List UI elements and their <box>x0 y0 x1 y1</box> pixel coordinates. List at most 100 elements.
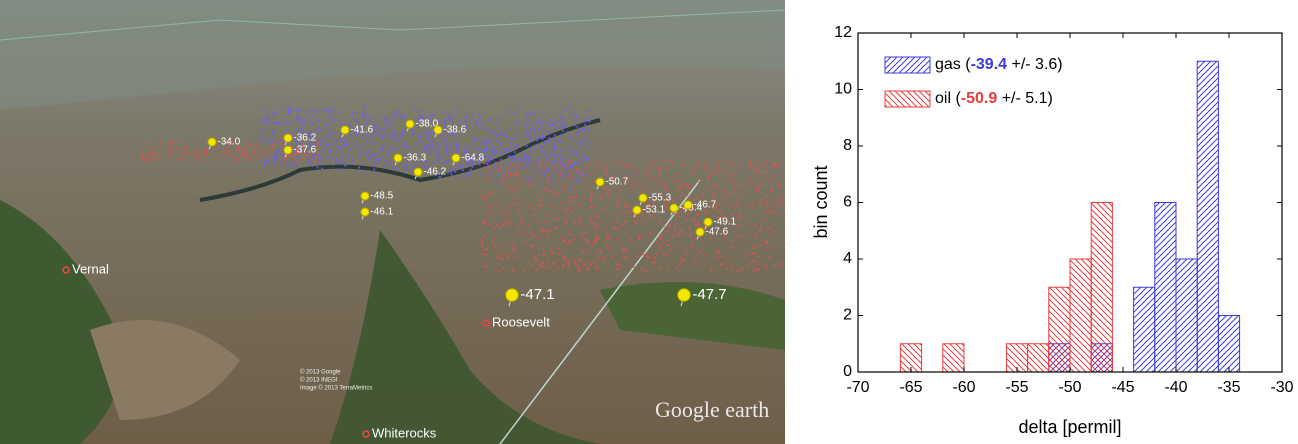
x-tick-label: -30 <box>1270 379 1293 396</box>
gas-well <box>429 152 431 154</box>
pin-label: -50.7 <box>605 177 628 188</box>
oil-well <box>688 185 690 187</box>
bar <box>1176 259 1197 372</box>
oil-well <box>272 149 274 151</box>
gas-well <box>540 170 542 172</box>
gas-well <box>275 111 277 113</box>
oil-well <box>281 157 283 159</box>
gas-well <box>344 136 346 138</box>
oil-well <box>766 172 768 174</box>
gas-well <box>509 147 511 149</box>
gas-well <box>418 115 420 117</box>
oil-well <box>554 163 556 165</box>
gas-well <box>583 137 585 139</box>
oil-well <box>225 152 227 154</box>
oil-well <box>578 223 580 225</box>
legend-text: -50.9 <box>961 90 998 107</box>
oil-well <box>164 151 166 153</box>
oil-well <box>560 174 562 176</box>
gas-well <box>486 138 488 140</box>
oil-well <box>532 264 534 266</box>
gas-well <box>347 155 349 157</box>
gas-well <box>503 172 505 174</box>
pin <box>506 289 519 302</box>
gas-well <box>315 111 317 113</box>
gas-well <box>356 120 358 122</box>
pin-label: -34.0 <box>217 137 240 148</box>
oil-well <box>646 251 648 253</box>
gas-well <box>447 172 449 174</box>
gas-well <box>533 129 535 131</box>
oil-well <box>249 158 251 160</box>
oil-well <box>517 203 519 205</box>
gas-well <box>527 179 529 181</box>
oil-well <box>730 192 732 194</box>
gas-well <box>563 165 565 167</box>
gas-well <box>450 120 452 122</box>
oil-well <box>766 196 768 198</box>
oil-well <box>577 259 579 261</box>
gas-well <box>570 187 572 189</box>
gas-well <box>498 117 500 119</box>
oil-well <box>541 230 543 232</box>
gas-well <box>497 167 499 169</box>
oil-well <box>512 268 514 270</box>
oil-well <box>504 220 506 222</box>
oil-well <box>755 167 757 169</box>
oil-well <box>271 145 273 147</box>
gas-well <box>560 149 562 151</box>
oil-well <box>531 183 533 185</box>
gas-well <box>457 152 459 154</box>
gas-well <box>380 158 382 160</box>
oil-well <box>775 197 777 199</box>
gas-well <box>470 169 472 171</box>
oil-well <box>686 194 688 196</box>
oil-well <box>218 157 220 159</box>
oil-well <box>317 141 319 143</box>
legend-label: oil (-50.9 +/- 5.1) <box>935 90 1053 107</box>
oil-well <box>739 213 741 215</box>
gas-well <box>553 145 555 147</box>
gas-well <box>446 147 448 149</box>
gas-well <box>413 167 415 169</box>
gas-well <box>457 112 459 114</box>
gas-well <box>538 137 540 139</box>
oil-well <box>777 186 779 188</box>
oil-well <box>669 162 671 164</box>
oil-well <box>679 198 681 200</box>
oil-well <box>501 182 503 184</box>
oil-well <box>755 268 757 270</box>
oil-well <box>764 242 766 244</box>
oil-well <box>680 172 682 174</box>
oil-well <box>551 247 553 249</box>
gas-well <box>583 160 585 162</box>
gas-well <box>378 160 380 162</box>
gas-well <box>336 151 338 153</box>
bar <box>1049 287 1070 372</box>
oil-well <box>770 204 772 206</box>
legend-swatch <box>885 91 930 107</box>
gas-well <box>275 156 277 158</box>
oil-well <box>604 163 606 165</box>
gas-well <box>570 150 572 152</box>
oil-well <box>694 218 696 220</box>
oil-well <box>500 168 502 170</box>
oil-well <box>615 228 617 230</box>
gas-well <box>580 154 582 156</box>
oil-well <box>587 268 589 270</box>
gas-well <box>573 151 575 153</box>
oil-well <box>589 264 591 266</box>
oil-well <box>704 166 706 168</box>
gas-well <box>264 129 266 131</box>
gas-well <box>534 133 536 135</box>
oil-well <box>591 245 593 247</box>
oil-well <box>663 226 665 228</box>
gas-well <box>529 155 531 157</box>
oil-well <box>742 236 744 238</box>
oil-well <box>498 170 500 172</box>
gas-well <box>360 152 362 154</box>
gas-well <box>552 179 554 181</box>
gas-well <box>286 130 288 132</box>
oil-well <box>235 157 237 159</box>
gas-well <box>474 140 476 142</box>
